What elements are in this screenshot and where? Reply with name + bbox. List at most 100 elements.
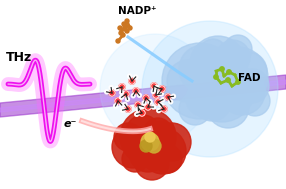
Circle shape [171, 94, 175, 98]
Circle shape [161, 106, 167, 112]
Circle shape [159, 92, 163, 96]
Circle shape [151, 83, 157, 89]
Circle shape [159, 103, 163, 107]
Text: FAD: FAD [238, 73, 261, 83]
Circle shape [151, 89, 155, 93]
Circle shape [125, 106, 131, 112]
Circle shape [100, 34, 210, 144]
Circle shape [224, 35, 252, 63]
Circle shape [133, 88, 139, 94]
Circle shape [109, 90, 115, 96]
Circle shape [121, 108, 125, 112]
Circle shape [134, 75, 138, 79]
Text: THz: THz [6, 51, 32, 64]
Circle shape [135, 146, 169, 180]
Circle shape [105, 90, 109, 94]
Circle shape [142, 21, 278, 157]
Circle shape [207, 86, 249, 128]
Circle shape [161, 98, 165, 102]
Circle shape [147, 139, 161, 153]
Circle shape [115, 87, 119, 91]
Circle shape [126, 97, 130, 101]
Circle shape [120, 91, 124, 94]
Circle shape [137, 93, 141, 97]
Circle shape [115, 98, 121, 104]
Circle shape [208, 47, 268, 107]
Circle shape [142, 101, 146, 105]
Circle shape [116, 39, 120, 43]
Circle shape [236, 80, 240, 84]
Circle shape [128, 26, 132, 30]
Circle shape [145, 132, 155, 142]
Circle shape [123, 25, 127, 29]
Circle shape [139, 110, 145, 116]
Polygon shape [0, 75, 286, 117]
Circle shape [179, 45, 227, 93]
Circle shape [131, 94, 135, 98]
Circle shape [122, 146, 148, 172]
Circle shape [157, 87, 161, 91]
Circle shape [129, 134, 167, 172]
Circle shape [114, 104, 118, 108]
Circle shape [160, 104, 164, 108]
Circle shape [140, 128, 186, 174]
Circle shape [219, 69, 265, 115]
Circle shape [179, 93, 211, 125]
Circle shape [226, 78, 230, 82]
Circle shape [128, 74, 132, 78]
Circle shape [153, 123, 191, 161]
Circle shape [169, 100, 173, 104]
Circle shape [148, 100, 152, 104]
Circle shape [152, 105, 156, 109]
Circle shape [119, 84, 125, 90]
Text: NADP⁺: NADP⁺ [118, 6, 156, 16]
Circle shape [125, 29, 129, 33]
Circle shape [154, 145, 182, 173]
Circle shape [199, 39, 227, 67]
Circle shape [135, 102, 141, 108]
Circle shape [235, 69, 269, 103]
Circle shape [189, 56, 255, 122]
Circle shape [118, 26, 122, 30]
Circle shape [140, 140, 152, 152]
Circle shape [162, 43, 238, 119]
Circle shape [137, 107, 141, 111]
Circle shape [141, 105, 145, 108]
Circle shape [122, 22, 126, 26]
Circle shape [125, 19, 129, 23]
Polygon shape [0, 80, 286, 112]
Circle shape [157, 91, 161, 95]
Circle shape [119, 31, 123, 35]
Circle shape [136, 108, 140, 112]
Circle shape [155, 99, 161, 105]
Circle shape [145, 104, 151, 110]
Circle shape [148, 100, 152, 104]
Circle shape [141, 133, 159, 151]
Circle shape [220, 67, 224, 71]
Circle shape [167, 60, 209, 102]
Circle shape [120, 95, 124, 99]
Circle shape [144, 118, 172, 146]
Circle shape [129, 78, 135, 84]
Circle shape [123, 91, 129, 97]
Circle shape [114, 123, 142, 151]
Circle shape [149, 121, 175, 147]
Circle shape [121, 33, 125, 37]
Circle shape [155, 86, 159, 90]
Circle shape [190, 36, 246, 92]
Text: e⁻: e⁻ [64, 119, 78, 129]
Circle shape [143, 95, 149, 101]
Circle shape [109, 86, 113, 90]
Circle shape [157, 108, 161, 113]
Circle shape [159, 86, 165, 92]
Circle shape [123, 102, 127, 106]
Circle shape [135, 112, 139, 116]
Circle shape [227, 70, 231, 74]
Circle shape [165, 94, 171, 100]
Circle shape [126, 115, 160, 149]
Circle shape [155, 88, 159, 92]
Circle shape [112, 126, 154, 168]
Circle shape [120, 109, 176, 165]
Circle shape [240, 86, 270, 116]
Circle shape [193, 83, 231, 121]
